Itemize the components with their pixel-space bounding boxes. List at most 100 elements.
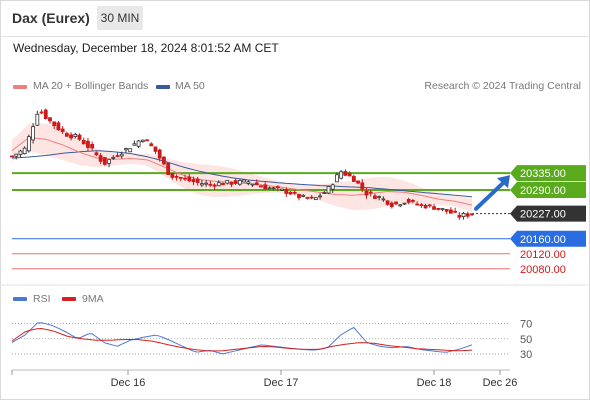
candle-body-21: [98, 155, 103, 162]
candle-body-23: [107, 159, 111, 164]
candle-body-75: [326, 186, 331, 194]
target-arrow-head: [497, 175, 510, 189]
level-tag-1: [510, 182, 586, 198]
candle-body-103: [444, 209, 449, 212]
candle-body-41: [183, 177, 187, 180]
candle-body-13: [64, 133, 69, 137]
x-tick-label-0: Dec 16: [111, 377, 146, 389]
candle-body-50: [221, 183, 225, 186]
level-tag-3: [510, 230, 586, 247]
candle-body-19: [90, 143, 95, 149]
candle-body-6: [35, 113, 40, 126]
candle-body-78: [339, 171, 344, 179]
candle-body-66: [288, 191, 293, 195]
candle-body-94: [406, 199, 411, 203]
candle-body-53: [233, 180, 238, 184]
candle-body-60: [263, 184, 268, 190]
candle-body-100: [432, 206, 436, 210]
candle-body-30: [136, 140, 141, 147]
candle-body-92: [398, 204, 403, 207]
candle-body-17: [81, 140, 86, 145]
candle-body-74: [322, 192, 327, 194]
ma20-legend-swatch: [13, 85, 27, 89]
candle-body-99: [427, 204, 432, 207]
candle-body-71: [309, 196, 314, 199]
candle-body-91: [394, 201, 398, 205]
candle-body-5: [31, 126, 36, 141]
candle-body-49: [216, 182, 221, 187]
candle-body-47: [208, 183, 213, 186]
candle-body-46: [204, 182, 209, 185]
candle-body-81: [351, 176, 356, 182]
candle-body-68: [297, 193, 301, 199]
candle-body-69: [301, 194, 306, 197]
candle-body-82: [356, 180, 360, 184]
candle-body-93: [402, 202, 407, 205]
ma20-line: [11, 137, 473, 206]
ma20-legend-label: MA 20 + Bollinger Bands: [33, 80, 149, 92]
candle-body-28: [128, 148, 133, 153]
candle-body-85: [368, 191, 373, 194]
candle-body-10: [52, 121, 57, 127]
candle-body-67: [292, 191, 297, 194]
candle-body-73: [318, 195, 322, 198]
candle-body-31: [140, 139, 145, 143]
candle-body-62: [271, 187, 276, 190]
candle-body-32: [145, 139, 149, 142]
candle-body-106: [457, 214, 462, 218]
candle-body-88: [381, 198, 386, 201]
x-tick-label-1: Dec 17: [264, 377, 299, 389]
candle-body-79: [343, 171, 348, 176]
candle-body-90: [389, 202, 394, 207]
level-label-1: 20290.00: [520, 185, 566, 197]
x-tick-label-2: Dec 18: [417, 377, 452, 389]
candle-body-14: [69, 134, 73, 139]
candle-body-64: [280, 188, 284, 191]
datetime-label: Wednesday, December 18, 2024 8:01:52 AM …: [13, 41, 279, 55]
candle-body-57: [250, 183, 255, 186]
candle-body-97: [419, 204, 424, 206]
candle-body-0: [10, 155, 14, 158]
candle-body-43: [191, 179, 196, 183]
candle-body-48: [212, 184, 217, 187]
ma9-legend-label: 9MA: [82, 293, 104, 305]
candle-body-45: [200, 183, 204, 186]
candle-body-39: [174, 176, 179, 178]
candle-body-86: [373, 195, 377, 199]
candle-body-105: [453, 210, 458, 213]
candle-body-4: [26, 136, 31, 152]
candle-body-80: [347, 172, 352, 177]
rsi-legend-swatch: [13, 297, 27, 301]
candle-body-51: [225, 180, 230, 184]
candle-body-89: [385, 200, 390, 205]
candle-body-11: [56, 122, 61, 131]
ma50-legend-label: MA 50: [175, 80, 205, 92]
candle-body-108: [465, 213, 470, 217]
candle-body-104: [448, 209, 453, 214]
candle-body-84: [364, 190, 369, 196]
candle-body-83: [360, 182, 365, 190]
candle-body-95: [411, 200, 415, 202]
timeframe-selector[interactable]: 30 MIN: [97, 6, 143, 30]
candle-body-37: [166, 162, 171, 175]
candle-body-96: [415, 203, 420, 206]
candle-body-58: [254, 182, 259, 186]
candle-body-18: [86, 140, 90, 148]
ma50-line: [11, 150, 473, 198]
candle-body-63: [275, 186, 280, 189]
ma9-legend-swatch: [62, 297, 76, 301]
candle-body-35: [157, 149, 162, 159]
candle-body-77: [335, 174, 339, 183]
level-tag-2: [510, 205, 586, 222]
rsi-legend-label: RSI: [33, 293, 51, 305]
candle-body-76: [330, 184, 335, 190]
candle-body-34: [153, 146, 158, 152]
rsi-ma9-line: [11, 327, 473, 352]
candle-body-1: [14, 153, 19, 157]
candle-body-98: [423, 204, 428, 209]
candle-body-2: [18, 150, 23, 155]
candle-body-3: [22, 147, 27, 155]
candle-body-55: [242, 179, 247, 183]
candle-body-72: [313, 197, 318, 201]
